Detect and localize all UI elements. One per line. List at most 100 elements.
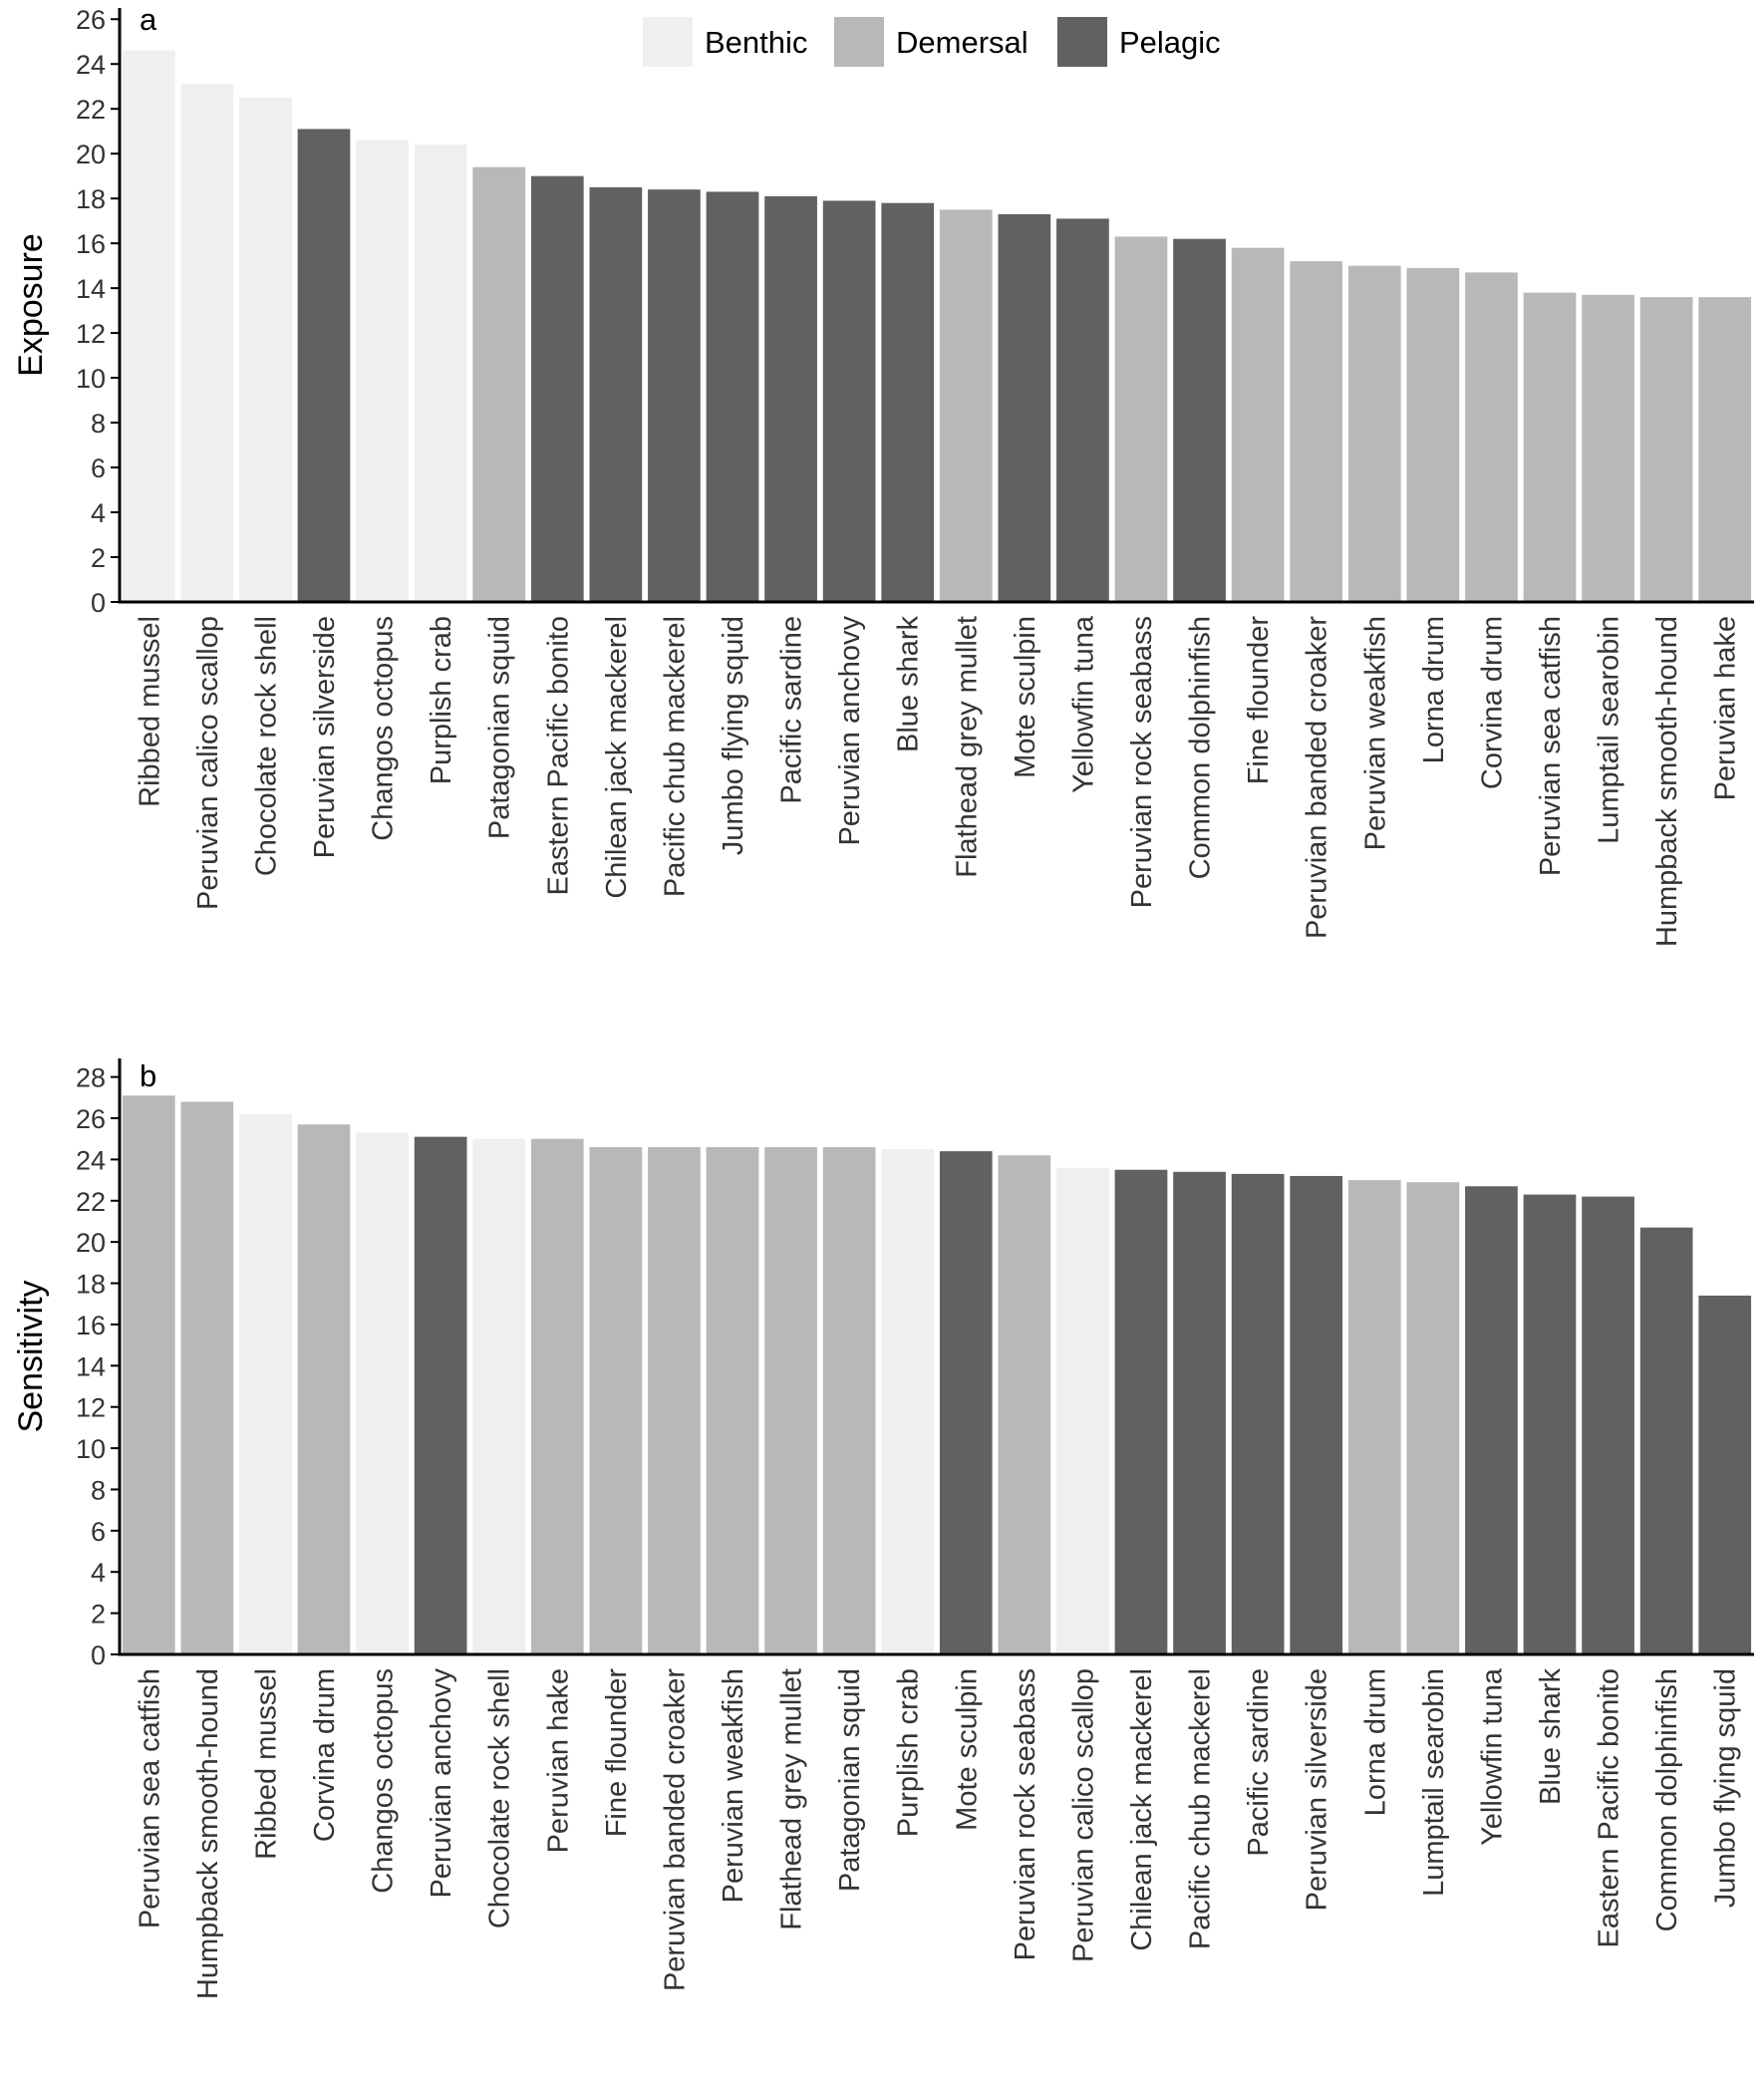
exposure-bar-fine-flounder [1231, 247, 1285, 603]
exposure-bar-yellowfin-tuna [1056, 218, 1109, 602]
sensitivity-category-label: Ribbed mussel [250, 1668, 282, 1860]
exposure-category-label: Yellowfin tuna [1067, 615, 1099, 793]
exposure-category-label: Fine flounder [1243, 616, 1275, 785]
sensitivity-y-tick-label: 20 [76, 1228, 106, 1258]
sensitivity-y-tick-label: 0 [91, 1640, 106, 1670]
sensitivity-category-label: Humpback smooth-hound [192, 1668, 224, 1999]
sensitivity-y-tick-label: 8 [91, 1475, 106, 1505]
exposure-y-tick-label: 12 [76, 319, 106, 349]
exposure-category-label: Peruvian calico scallop [192, 616, 224, 910]
exposure-category-label: Peruvian hake [1710, 616, 1742, 800]
sensitivity-bar-peruvian-calico-scallop [1056, 1167, 1109, 1654]
sensitivity-category-label: Pacific sardine [1243, 1668, 1275, 1857]
exposure-bar-peruvian-weakfish [1347, 265, 1401, 602]
exposure-bar-peruvian-rock-seabass [1114, 236, 1168, 602]
sensitivity-bar-patagonian-squid [822, 1146, 876, 1654]
sensitivity-y-tick-label: 22 [76, 1187, 106, 1217]
sensitivity-bar-peruvian-anchovy [414, 1136, 467, 1654]
exposure-category-label: Pacific sardine [776, 616, 808, 804]
exposure-bar-eastern-pacific-bonito [530, 175, 584, 602]
sensitivity-category-label: Corvina drum [309, 1668, 341, 1842]
sensitivity-bar-purplish-crab [881, 1149, 935, 1654]
exposure-bar-common-dolphinfish [1173, 238, 1226, 602]
exposure-bar-peruvian-banded-croaker [1290, 261, 1343, 602]
sensitivity-bar-peruvian-hake [530, 1138, 584, 1654]
sensitivity-category-label: Yellowfin tuna [1476, 1667, 1508, 1846]
legend-swatch-demersal [834, 17, 884, 67]
exposure-y-tick-label: 8 [91, 409, 106, 439]
sensitivity-category-label: Changos octopus [368, 1668, 400, 1894]
sensitivity-y-tick-label: 24 [76, 1145, 106, 1175]
sensitivity-category-label: Mote sculpin [951, 1668, 983, 1831]
sensitivity-category-label: Peruvian sea catfish [134, 1668, 165, 1929]
legend-swatch-benthic [643, 17, 693, 67]
sensitivity-category-label: Chocolate rock shell [484, 1668, 516, 1929]
sensitivity-y-tick-label: 2 [91, 1600, 106, 1630]
sensitivity-y-tick-label: 16 [76, 1311, 106, 1340]
exposure-bar-pacific-sardine [764, 195, 817, 602]
sensitivity-category-label: Blue shark [1535, 1668, 1567, 1806]
exposure-y-tick-label: 26 [76, 5, 106, 35]
exposure-category-label: Chocolate rock shell [250, 616, 282, 876]
exposure-category-label: Peruvian sea catfish [1535, 616, 1567, 876]
sensitivity-category-label: Peruvian banded croaker [659, 1668, 691, 1991]
exposure-bar-corvina-drum [1465, 272, 1518, 602]
exposure-category-label: Peruvian weakfish [1359, 616, 1391, 850]
legend-label-pelagic: Pelagic [1119, 25, 1221, 60]
sensitivity-y-tick-label: 28 [76, 1063, 106, 1093]
exposure-bar-peruvian-hake [1698, 297, 1752, 602]
sensitivity-category-label: Peruvian weakfish [718, 1668, 749, 1903]
sensitivity-bar-pacific-sardine [1231, 1173, 1285, 1654]
sensitivity-bar-jumbo-flying-squid [1698, 1295, 1752, 1654]
exposure-y-tick-label: 20 [76, 140, 106, 169]
sensitivity-bar-humpback-smooth-hound [180, 1101, 234, 1654]
sensitivity-category-label: Flathead grey mullet [776, 1668, 808, 1930]
exposure-bar-purplish-crab [414, 145, 467, 603]
sensitivity-y-tick-label: 12 [76, 1393, 106, 1423]
sensitivity-category-label: Common dolphinfish [1651, 1668, 1683, 1931]
exposure-category-label: Common dolphinfish [1185, 616, 1217, 879]
sensitivity-bar-ribbed-mussel [239, 1113, 292, 1654]
exposure-category-label: Jumbo flying squid [718, 616, 749, 855]
legend-label-demersal: Demersal [896, 25, 1029, 60]
sensitivity-y-tick-label: 4 [91, 1558, 106, 1588]
sensitivity-bar-corvina-drum [297, 1124, 351, 1654]
exposure-bar-mote-sculpin [998, 213, 1051, 602]
sensitivity-bar-peruvian-sea-catfish [122, 1095, 175, 1654]
sensitivity-bars [122, 1095, 1752, 1654]
exposure-category-label: Mote sculpin [1010, 616, 1041, 778]
sensitivity-y-tick-label: 10 [76, 1434, 106, 1464]
exposure-bar-lumptail-searobin [1582, 294, 1634, 602]
sensitivity-bar-flathead-grey-mullet [764, 1146, 817, 1654]
legend-swatch-pelagic [1057, 17, 1107, 67]
exposure-category-label: Lorna drum [1418, 616, 1450, 763]
sensitivity-bar-mote-sculpin [939, 1151, 993, 1654]
sensitivity-category-label: Fine flounder [601, 1668, 633, 1838]
sensitivity-category-label: Peruvian calico scallop [1067, 1668, 1099, 1962]
exposure-y-tick-label: 6 [91, 453, 106, 483]
sensitivity-category-label: Peruvian hake [542, 1668, 574, 1853]
sensitivity-bar-peruvian-banded-croaker [648, 1146, 701, 1654]
exposure-bar-humpback-smooth-hound [1639, 297, 1693, 602]
legend: Benthic Demersal Pelagic [643, 17, 1221, 67]
exposure-category-label: Peruvian banded croaker [1302, 616, 1333, 939]
exposure-bar-patagonian-squid [472, 166, 526, 602]
exposure-category-label: Peruvian rock seabass [1126, 616, 1158, 908]
exposure-y-tick-label: 2 [91, 543, 106, 573]
sensitivity-bar-lorna-drum [1347, 1180, 1401, 1654]
sensitivity-bar-chocolate-rock-shell [472, 1138, 526, 1654]
exposure-category-label: Eastern Pacific bonito [542, 616, 574, 895]
sensitivity-y-tick-label: 26 [76, 1104, 106, 1134]
exposure-bar-flathead-grey-mullet [939, 209, 993, 602]
exposure-category-label: Chilean jack mackerel [601, 616, 633, 899]
sensitivity-bar-eastern-pacific-bonito [1582, 1196, 1634, 1654]
sensitivity-category-label: Chilean jack mackerel [1126, 1668, 1158, 1951]
exposure-bar-blue-shark [881, 202, 935, 603]
exposure-y-tick-label: 4 [91, 498, 106, 528]
exposure-panel-tag: a [140, 2, 157, 37]
exposure-category-label: Peruvian anchovy [834, 616, 866, 846]
exposure-y-tick-label: 22 [76, 95, 106, 125]
